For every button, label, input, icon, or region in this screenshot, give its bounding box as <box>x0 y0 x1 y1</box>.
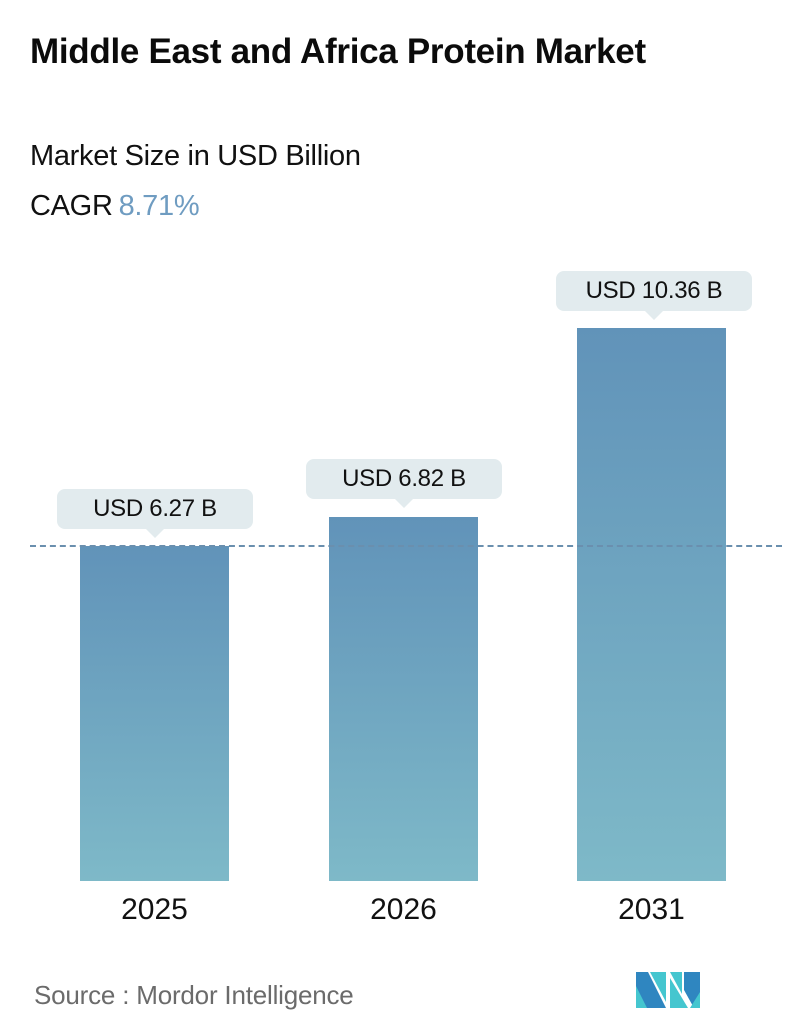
cagr-label: CAGR <box>30 190 113 222</box>
value-label-2025: USD 6.27 B <box>57 489 253 538</box>
chart-subtitle: Market Size in USD Billion <box>30 140 361 172</box>
x-label-2026: 2026 <box>370 893 437 926</box>
bar-2026 <box>329 517 478 881</box>
reference-dashed-line <box>30 545 782 547</box>
value-label-2031: USD 10.36 B <box>556 271 752 320</box>
bar-2031 <box>577 328 726 881</box>
value-label-2026: USD 6.82 B <box>306 459 502 508</box>
x-label-2025: 2025 <box>121 893 188 926</box>
source-text: Source : Mordor Intelligence <box>34 980 354 1010</box>
x-label-2031: 2031 <box>618 893 685 926</box>
cagr-line: CAGR 8.71% <box>30 190 200 223</box>
bar-2025 <box>80 546 229 881</box>
chart-title: Middle East and Africa Protein Market <box>30 32 646 71</box>
cagr-value: 8.71% <box>118 190 200 222</box>
mordor-intelligence-logo-icon <box>636 972 700 1008</box>
